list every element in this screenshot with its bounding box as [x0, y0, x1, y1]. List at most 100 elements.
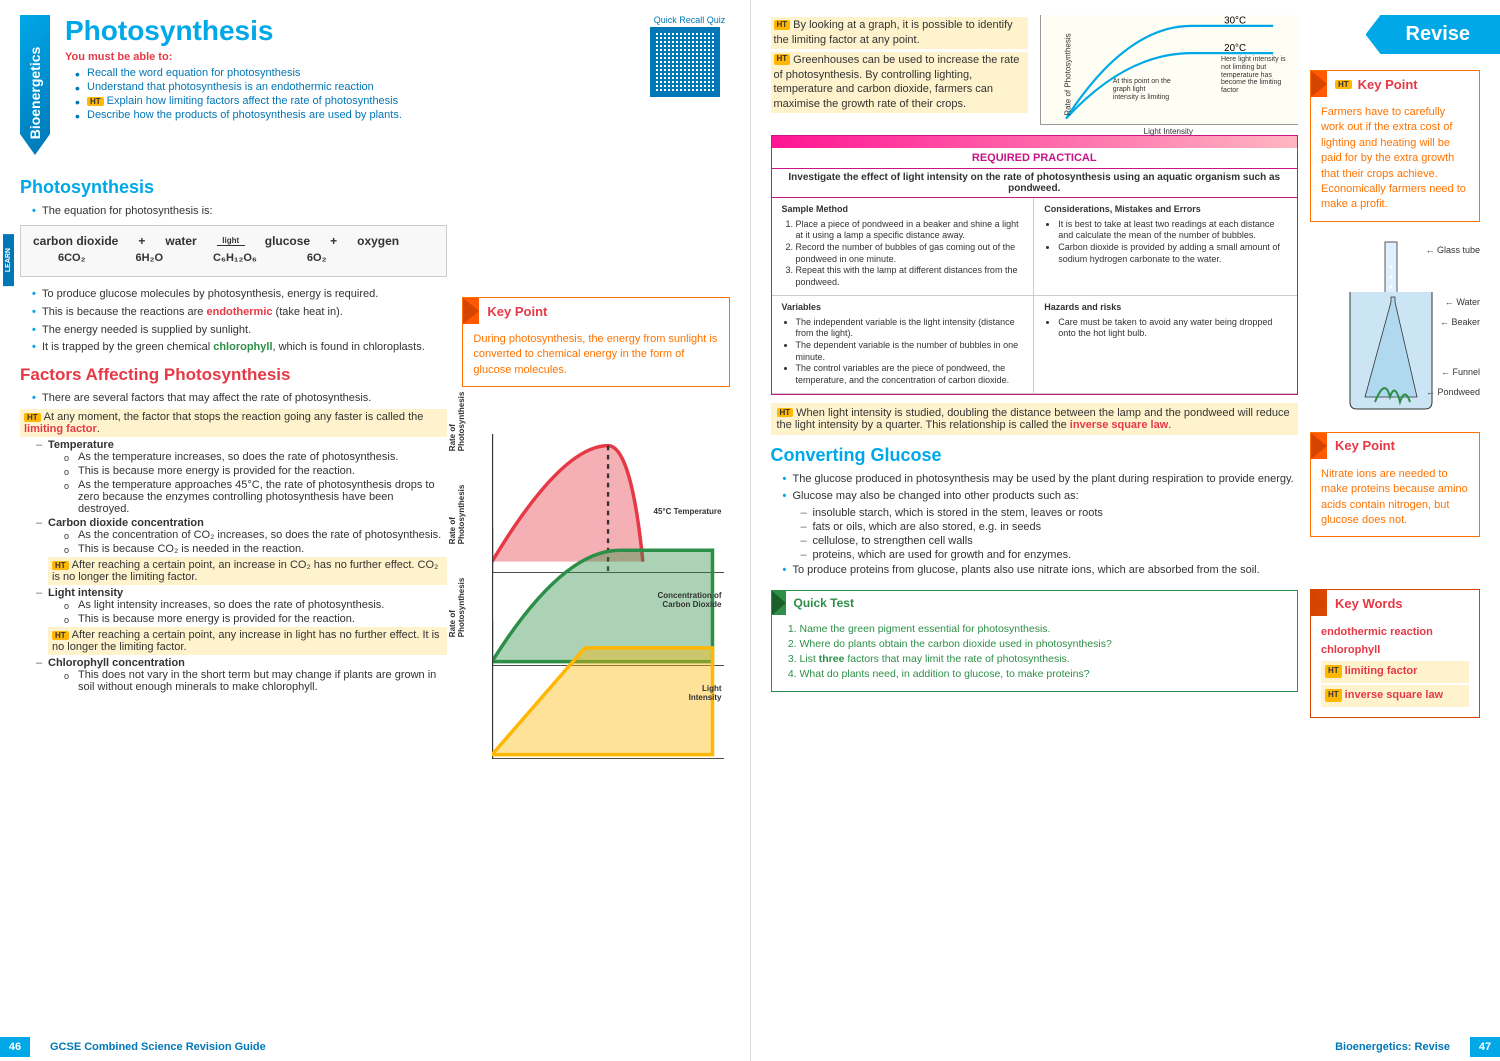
svg-text:20°C: 20°C — [1224, 43, 1246, 54]
beaker-diagram: ← Glass tube ← Water ← Beaker ← Funnel ←… — [1310, 237, 1480, 417]
quicktest-header: Quick Test — [772, 591, 1298, 615]
diagram-label: ← Funnel — [1441, 367, 1480, 377]
bullet-item: This is because the reactions are endoth… — [32, 305, 447, 320]
factor-group: Light intensity As light intensity incre… — [36, 587, 447, 655]
revise-tab: Revise — [1366, 15, 1500, 54]
practical-grid: Sample Method Place a piece of pondweed … — [772, 198, 1298, 394]
ht-callout: HTAfter reaching a certain point, any in… — [48, 627, 447, 655]
equation-box: LEARN carbon dioxide + water light gluco… — [20, 225, 447, 277]
bullet-item: The energy needed is supplied by sunligh… — [32, 323, 447, 338]
glucose-final: To produce proteins from glucose, plants… — [771, 563, 1299, 578]
keypoint-title: Key Point — [479, 298, 728, 324]
chart-ylabel: Rate ofPhotosynthesis — [448, 391, 466, 451]
photosynthesis-bullets: To produce glucose molecules by photosyn… — [20, 287, 447, 355]
keypoint-box: Key Point During photosynthesis, the ene… — [462, 297, 729, 387]
footer-text: GCSE Combined Science Revision Guide — [50, 1041, 266, 1053]
section-heading: Factors Affecting Photosynthesis — [20, 365, 447, 385]
section-heading: Converting Glucose — [771, 445, 1299, 466]
topic-tab: Bioenergetics — [20, 15, 50, 155]
diagram-label: ← Pondweed — [1426, 387, 1480, 397]
keypoint-body: Farmers have to carefully work out if th… — [1311, 97, 1479, 221]
glucose-products: insoluble starch, which is stored in the… — [771, 507, 1299, 561]
co2-chart: Rate ofPhotosynthesis Concentration ofCa… — [462, 522, 729, 607]
practical-cell: Hazards and risks Care must be taken to … — [1034, 296, 1297, 394]
factor-details: As light intensity increases, so does th… — [48, 599, 447, 625]
practical-cell: Sample Method Place a piece of pondweed … — [772, 198, 1035, 296]
learn-tab: LEARN — [3, 234, 14, 286]
considerations-list: It is best to take at least two readings… — [1044, 219, 1287, 266]
bullet-item: It is trapped by the green chemical chlo… — [32, 340, 447, 355]
ht-badge: HT — [52, 561, 69, 570]
formula-equation: 6CO₂ 6H₂O C₆H₁₂O₆ 6O₂ — [33, 252, 434, 264]
objective-item: Describe how the products of photosynthe… — [75, 109, 635, 121]
diagram-label: ← Glass tube — [1425, 245, 1480, 255]
keypoint-header: HTKey Point — [1311, 71, 1479, 97]
header: Bioenergetics Photosynthesis You must be… — [20, 15, 730, 155]
chart-xlabel: Light Intensity — [1144, 127, 1193, 136]
chevron-icon — [1311, 433, 1327, 459]
factor-group: Temperature As the temperature increases… — [36, 439, 447, 515]
chart-ylabel: Rate ofPhotosynthesis — [448, 484, 466, 544]
practical-subtitle: Investigate the effect of light intensit… — [772, 169, 1298, 198]
topic-tab-label: Bioenergetics — [27, 47, 43, 140]
practical-cell: Considerations, Mistakes and Errors It i… — [1034, 198, 1297, 296]
left-page: Bioenergetics Photosynthesis You must be… — [0, 0, 751, 1061]
ht-callout: HTAt any moment, the factor that stops t… — [20, 409, 447, 437]
chart-ylabel: Rate ofPhotosynthesis — [448, 577, 466, 637]
right-main-column: HTBy looking at a graph, it is possible … — [771, 15, 1299, 718]
svg-text:30°C: 30°C — [1224, 16, 1246, 27]
header-content: Photosynthesis You must be able to: Reca… — [65, 15, 635, 155]
light-chart: Rate ofPhotosynthesis LightIntensity — [462, 615, 729, 700]
chevron-icon — [772, 591, 786, 615]
method-list: Place a piece of pondweed in a beaker an… — [782, 219, 1024, 289]
ht-callout: HTWhen light intensity is studied, doubl… — [771, 403, 1299, 435]
objective-item: HTExplain how limiting factors affect th… — [75, 95, 635, 107]
ht-badge: HT — [52, 631, 69, 640]
footer: Bioenergetics: Revise 47 — [751, 1041, 1500, 1053]
factor-details: As the concentration of CO₂ increases, s… — [48, 529, 447, 555]
factor-list: Temperature As the temperature increases… — [20, 439, 447, 693]
quicktest-list: Name the green pigment essential for pho… — [784, 623, 1286, 680]
bullet-item: The equation for photosynthesis is: — [32, 204, 447, 219]
keypoint-body: Nitrate ions are needed to make proteins… — [1311, 459, 1479, 537]
factors-bullets: There are several factors that may affec… — [20, 391, 447, 406]
keypoint-title: Key Point — [1327, 433, 1479, 459]
page-number: 46 — [0, 1037, 30, 1057]
footer-text: Bioenergetics: Revise — [1335, 1041, 1450, 1053]
right-sidebar: HTKey Point Farmers have to carefully wo… — [1310, 15, 1480, 718]
factor-group: Carbon dioxide concentration As the conc… — [36, 517, 447, 585]
ht-badge: HT — [777, 408, 794, 417]
ht-badge: HT — [87, 97, 104, 106]
glucose-bullets: The glucose produced in photosynthesis m… — [771, 472, 1299, 505]
ht-badge: HT — [774, 20, 791, 31]
ht-badge: HT — [1335, 80, 1352, 89]
top-section: HTBy looking at a graph, it is possible … — [771, 15, 1299, 125]
keypoint-header: Key Point — [463, 298, 728, 324]
practical-header-bar — [772, 136, 1298, 148]
factor-group: Chlorophyll concentration This does not … — [36, 657, 447, 693]
keypoint-box: HTKey Point Farmers have to carefully wo… — [1310, 70, 1480, 222]
right-page: Revise HTBy looking at a graph, it is po… — [751, 0, 1500, 1061]
page-title: Photosynthesis — [65, 15, 635, 47]
objectives-list: Recall the word equation for photosynthe… — [65, 67, 635, 121]
bullet-item: To produce glucose molecules by photosyn… — [32, 287, 447, 302]
intro-bullets: The equation for photosynthesis is: — [20, 204, 447, 219]
ht-badge: HT — [24, 413, 41, 422]
keypoint-header: Key Point — [1311, 433, 1479, 459]
keypoint-box: Key Point Nitrate ions are needed to mak… — [1310, 432, 1480, 538]
right-layout: HTBy looking at a graph, it is possible … — [771, 15, 1481, 718]
variables-list: The independent variable is the light in… — [782, 317, 1024, 387]
chart-ylabel: Rate of Photosynthesis — [1063, 33, 1072, 115]
chart-annotation: At this point on the graph light intensi… — [1113, 78, 1173, 101]
keypoint-body: During photosynthesis, the energy from s… — [463, 324, 728, 386]
qr-code-icon — [650, 27, 720, 97]
keywords-body: endothermic reaction chlorophyll HTlimit… — [1311, 616, 1479, 716]
factor-details: This does not vary in the short term but… — [48, 669, 447, 693]
content-columns: Photosynthesis The equation for photosyn… — [20, 167, 730, 708]
objectives-heading: You must be able to: — [65, 51, 635, 63]
qr-box: Quick Recall Quiz — [650, 15, 730, 155]
quicktest-box: Quick Test Name the green pigment essent… — [771, 590, 1299, 692]
main-column: Photosynthesis The equation for photosyn… — [20, 167, 447, 708]
ht-callout: HTAfter reaching a certain point, an inc… — [48, 557, 447, 585]
qr-label: Quick Recall Quiz — [650, 15, 730, 25]
